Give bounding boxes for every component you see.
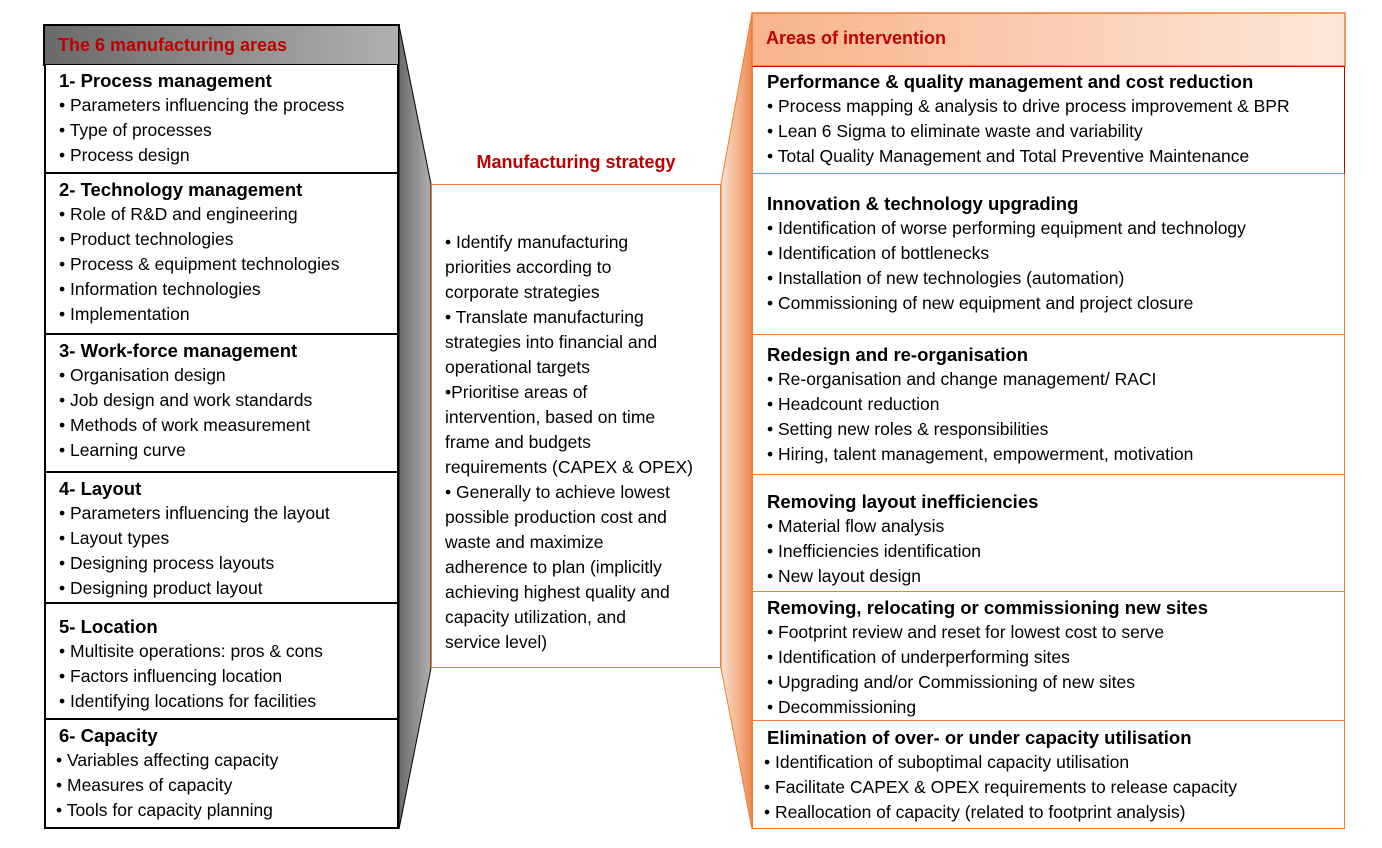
- area-capacity: 6- Capacity Variables affecting capacity…: [44, 720, 399, 829]
- strategy-line: waste and maximize: [445, 532, 604, 552]
- left-connector: [398, 24, 432, 830]
- section-title: Performance & quality management and cos…: [767, 71, 1254, 92]
- list-item: Upgrading and/or Commissioning of new si…: [767, 670, 1344, 695]
- strategy-line: possible production cost and: [445, 507, 667, 527]
- list-item: Facilitate CAPEX & OPEX requirements to …: [764, 775, 1344, 800]
- list-item: Identification of bottlenecks: [767, 241, 1344, 266]
- strategy-line: •Prioritise areas of: [445, 382, 588, 402]
- section-title: Removing, relocating or commissioning ne…: [767, 597, 1209, 618]
- list-item: Implementation: [59, 302, 397, 327]
- list-item: Hiring, talent management, empowerment, …: [767, 442, 1344, 467]
- list-item: Identification of worse performing equip…: [767, 216, 1344, 241]
- area-technology-management: 2- Technology management Role of R&D and…: [44, 174, 399, 335]
- list-item: Setting new roles & responsibilities: [767, 417, 1344, 442]
- section-title: Removing layout inefficiencies: [767, 491, 1039, 512]
- list-item: Installation of new technologies (automa…: [767, 266, 1344, 291]
- section-title: 1- Process management: [59, 70, 272, 91]
- manufacturing-strategy-title: Manufacturing strategy: [476, 152, 676, 172]
- list-item: Multisite operations: pros & cons: [59, 639, 397, 664]
- list-item: Identification of suboptimal capacity ut…: [764, 750, 1344, 775]
- list-item: Total Quality Management and Total Preve…: [767, 144, 1344, 169]
- strategy-line: strategies into financial and: [445, 332, 658, 352]
- manufacturing-strategy-box: • Identify manufacturing priorities acco…: [431, 184, 721, 668]
- list-item: Role of R&D and engineering: [59, 202, 397, 227]
- intervention-performance-quality: Performance & quality management and cos…: [752, 66, 1345, 174]
- list-item: Layout types: [59, 526, 397, 551]
- strategy-line: intervention, based on time: [445, 407, 656, 427]
- list-item: Material flow analysis: [767, 514, 1344, 539]
- list-item: Designing product layout: [59, 576, 397, 601]
- list-item: Job design and work standards: [59, 388, 397, 413]
- strategy-line: service level): [445, 632, 548, 652]
- area-work-force-management: 3- Work-force management Organisation de…: [44, 335, 399, 473]
- list-item: Learning curve: [59, 438, 397, 463]
- list-item: Identification of underperforming sites: [767, 645, 1344, 670]
- list-item: Identifying locations for facilities: [59, 689, 397, 714]
- list-item: Parameters influencing the process: [59, 93, 397, 118]
- section-title: Innovation & technology upgrading: [767, 193, 1079, 214]
- area-layout: 4- Layout Parameters influencing the lay…: [44, 473, 399, 604]
- strategy-line: adherence to plan (implicitly: [445, 557, 662, 577]
- list-item: Decommissioning: [767, 695, 1344, 720]
- strategy-line: frame and budgets: [445, 432, 591, 452]
- list-item: Measures of capacity: [56, 773, 397, 798]
- strategy-line: capacity utilization, and: [445, 607, 626, 627]
- right-connector: [720, 12, 753, 830]
- list-item: Methods of work measurement: [59, 413, 397, 438]
- section-title: 5- Location: [59, 616, 158, 637]
- strategy-line: operational targets: [445, 357, 590, 377]
- section-title: 6- Capacity: [59, 725, 158, 746]
- list-item: Parameters influencing the layout: [59, 501, 397, 526]
- list-item: Organisation design: [59, 363, 397, 388]
- strategy-line: requirements (CAPEX & OPEX): [445, 457, 693, 477]
- strategy-line: • Translate manufacturing: [445, 307, 644, 327]
- list-item: Commissioning of new equipment and proje…: [767, 291, 1344, 316]
- left-header-bg: [43, 24, 400, 66]
- strategy-line: priorities according to: [445, 257, 612, 277]
- section-title: Elimination of over- or under capacity u…: [767, 727, 1192, 748]
- strategy-line: • Generally to achieve lowest: [445, 482, 670, 502]
- intervention-innovation-technology: Innovation & technology upgrading Identi…: [752, 174, 1345, 335]
- strategy-line: corporate strategies: [445, 282, 600, 302]
- intervention-layout-inefficiencies: Removing layout inefficiencies Material …: [752, 475, 1345, 592]
- list-item: Variables affecting capacity: [56, 748, 397, 773]
- list-item: Type of processes: [59, 118, 397, 143]
- intervention-sites: Removing, relocating or commissioning ne…: [752, 592, 1345, 721]
- list-item: Information technologies: [59, 277, 397, 302]
- area-process-management: 1- Process management Parameters influen…: [44, 65, 399, 174]
- intervention-capacity-utilisation: Elimination of over- or under capacity u…: [752, 721, 1345, 829]
- list-item: Process design: [59, 143, 397, 168]
- intervention-redesign-reorganisation: Redesign and re-organisation Re-organisa…: [752, 335, 1345, 475]
- list-item: Process & equipment technologies: [59, 252, 397, 277]
- left-header: The 6 manufacturing areas: [58, 35, 288, 55]
- list-item: Designing process layouts: [59, 551, 397, 576]
- list-item: Tools for capacity planning: [56, 798, 397, 823]
- section-title: 4- Layout: [59, 478, 142, 499]
- list-item: Process mapping & analysis to drive proc…: [767, 94, 1344, 119]
- list-item: Inefficiencies identification: [767, 539, 1344, 564]
- list-item: New layout design: [767, 564, 1344, 589]
- right-header: Areas of intervention: [766, 28, 947, 48]
- list-item: Product technologies: [59, 227, 397, 252]
- section-title: Redesign and re-organisation: [767, 344, 1029, 365]
- list-item: Reallocation of capacity (related to foo…: [764, 800, 1344, 825]
- list-item: Headcount reduction: [767, 392, 1344, 417]
- section-title: 2- Technology management: [59, 179, 303, 200]
- strategy-line: achieving highest quality and: [445, 582, 670, 602]
- list-item: Factors influencing location: [59, 664, 397, 689]
- list-item: Re-organisation and change management/ R…: [767, 367, 1344, 392]
- list-item: Footprint review and reset for lowest co…: [767, 620, 1344, 645]
- section-title: 3- Work-force management: [59, 340, 298, 361]
- list-item: Lean 6 Sigma to eliminate waste and vari…: [767, 119, 1344, 144]
- area-location: 5- Location Multisite operations: pros &…: [44, 604, 399, 720]
- strategy-line: • Identify manufacturing: [445, 232, 629, 252]
